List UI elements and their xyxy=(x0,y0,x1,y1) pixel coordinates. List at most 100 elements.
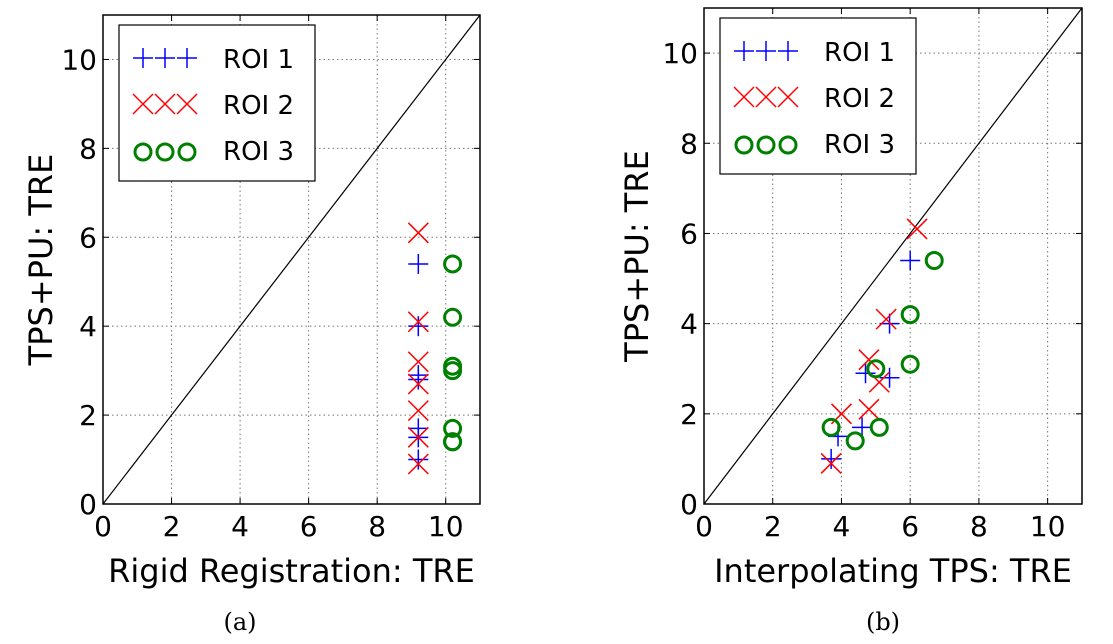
legend-symbol xyxy=(756,135,776,155)
data-point xyxy=(407,453,429,475)
data-point xyxy=(866,359,886,379)
data-point xyxy=(855,363,876,384)
series-roi-3 xyxy=(443,254,463,452)
data-point xyxy=(900,354,920,374)
legend: ROI 1 ROI 2 ROI 3 xyxy=(719,17,917,175)
x-tick-label: 8 xyxy=(368,510,386,543)
panel-b: 0 2 4 6 8 10 0 2 4 6 8 10 Interpolating TPS: TRE TPS+… xyxy=(618,7,1083,636)
legend-symbol xyxy=(155,142,175,162)
x-tick-label: 0 xyxy=(695,510,713,543)
y-tick-label: 2 xyxy=(680,398,698,431)
data-point xyxy=(443,418,463,438)
series-roi-2 xyxy=(407,222,429,475)
identity-line xyxy=(102,14,481,505)
data-point xyxy=(900,250,921,271)
x-axis-label: Interpolating TPS: TRE xyxy=(714,552,1072,590)
x-tick-label: 8 xyxy=(970,510,988,543)
identity-line xyxy=(703,7,1083,505)
data-point xyxy=(858,349,880,371)
data-point xyxy=(821,448,842,469)
panel-caption: (b) xyxy=(866,608,900,636)
data-point xyxy=(820,452,842,474)
y-tick-label: 2 xyxy=(79,399,97,432)
data-point xyxy=(875,308,897,330)
legend-symbol xyxy=(778,41,798,61)
legend-symbol xyxy=(154,93,176,115)
data-point xyxy=(407,400,429,422)
data-point xyxy=(408,316,429,337)
x-tick-label: 2 xyxy=(764,510,782,543)
y-tick-label: 8 xyxy=(680,127,698,160)
legend-label-roi-2: ROI 2 xyxy=(223,91,294,121)
plot-frame xyxy=(102,14,481,505)
legend-symbol xyxy=(177,48,197,68)
x-tick-label: 10 xyxy=(428,510,464,543)
legend-label-roi-1: ROI 1 xyxy=(223,45,294,75)
x-tick-label: 2 xyxy=(163,510,181,543)
panel-a: 0 2 4 6 8 10 0 2 4 6 8 10 Rigid Registration: TRE TPS… xyxy=(22,14,481,636)
data-point xyxy=(443,361,463,381)
legend-symbol xyxy=(756,41,776,61)
x-tick-label: 0 xyxy=(94,510,112,543)
y-tick-label: 4 xyxy=(680,308,698,341)
legend-symbol xyxy=(734,135,754,155)
data-point xyxy=(408,449,429,470)
legend-symbol xyxy=(176,93,198,115)
legend-label-roi-3: ROI 3 xyxy=(223,137,294,167)
data-point xyxy=(407,222,429,244)
x-tick-label: 10 xyxy=(1030,510,1066,543)
y-tick-label: 0 xyxy=(79,488,97,521)
y-axis-label: TPS+PU: TRE xyxy=(22,154,60,367)
data-point xyxy=(879,313,900,334)
y-tick-label: 8 xyxy=(79,132,97,165)
y-tick-label: 10 xyxy=(61,43,97,76)
plot-frame xyxy=(703,7,1083,505)
x-tick-label: 6 xyxy=(300,510,318,543)
y-tick-label: 4 xyxy=(79,310,97,343)
data-point xyxy=(845,431,865,451)
legend-marker-roi-3 xyxy=(133,142,197,162)
data-point xyxy=(407,426,429,448)
legend-symbol xyxy=(155,48,175,68)
data-point xyxy=(852,417,873,438)
data-point xyxy=(407,351,429,373)
y-axis-label: TPS+PU: TRE xyxy=(618,150,656,363)
data-point xyxy=(407,311,429,333)
data-point xyxy=(443,307,463,327)
data-point xyxy=(821,417,841,437)
data-point xyxy=(858,398,880,420)
legend-symbol xyxy=(133,48,153,68)
y-tick-label: 6 xyxy=(680,217,698,250)
data-point xyxy=(900,305,920,325)
legend: ROI 1 ROI 2 ROI 3 xyxy=(118,24,316,182)
y-tick-label: 0 xyxy=(680,488,698,521)
data-point xyxy=(906,218,928,240)
data-point xyxy=(408,253,429,274)
data-point xyxy=(408,369,429,390)
x-tick-label: 6 xyxy=(901,510,919,543)
panel-caption: (a) xyxy=(223,608,256,636)
legend-marker-roi-2 xyxy=(132,93,198,115)
series-roi-1 xyxy=(408,253,429,470)
legend-symbol xyxy=(778,135,798,155)
series-roi-1 xyxy=(821,250,921,469)
x-axis-label: Rigid Registration: TRE xyxy=(108,552,475,590)
legend-symbol xyxy=(755,86,777,108)
x-tick-label: 4 xyxy=(833,510,851,543)
series-roi-3 xyxy=(821,251,944,451)
y-tick-label: 6 xyxy=(79,221,97,254)
legend-label-roi-3: ROI 3 xyxy=(824,130,895,160)
legend-label-roi-2: ROI 2 xyxy=(824,84,895,114)
legend-marker-roi-1 xyxy=(133,48,197,68)
data-point xyxy=(407,373,429,395)
data-point xyxy=(924,251,944,271)
legend-marker-roi-1 xyxy=(734,41,798,61)
data-point xyxy=(443,432,463,452)
legend-symbol xyxy=(733,86,755,108)
data-point xyxy=(443,254,463,274)
legend-symbol xyxy=(734,41,754,61)
x-tick-label: 4 xyxy=(231,510,249,543)
legend-label-roi-1: ROI 1 xyxy=(824,38,895,68)
legend-symbol xyxy=(133,142,153,162)
